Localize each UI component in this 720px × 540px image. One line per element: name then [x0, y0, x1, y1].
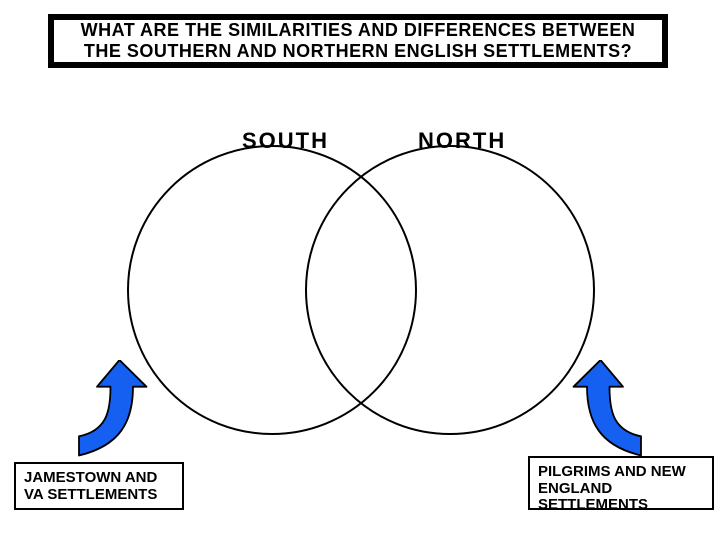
caption-south: JAMESTOWN AND VA SETTLEMENTS: [14, 462, 184, 510]
title-box: WHAT ARE THE SIMILARITIES AND DIFFERENCE…: [48, 14, 668, 68]
curved-arrow-icon: [79, 360, 147, 455]
venn-circle-north: [305, 145, 595, 435]
caption-north: PILGRIMS AND NEW ENGLAND SETTLEMENTS: [528, 456, 714, 510]
arrow-left: [70, 360, 160, 465]
title-text: WHAT ARE THE SIMILARITIES AND DIFFERENCE…: [62, 20, 654, 62]
curved-arrow-icon: [574, 360, 642, 455]
arrow-right: [560, 360, 650, 465]
